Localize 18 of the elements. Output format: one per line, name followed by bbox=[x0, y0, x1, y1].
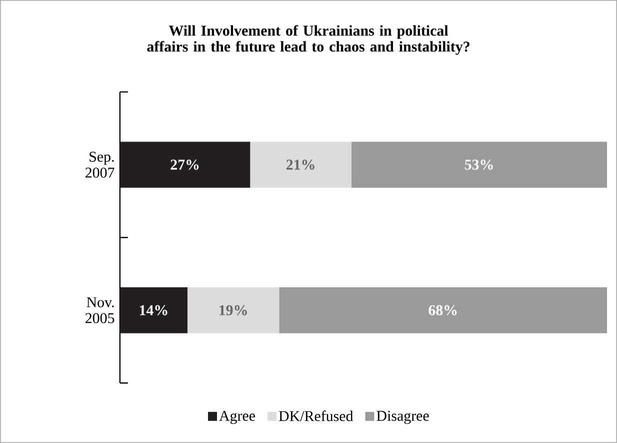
bar bbox=[279, 287, 608, 334]
data-label: 68% bbox=[428, 305, 457, 316]
data-label: 53% bbox=[464, 160, 493, 170]
legend-label: Agree bbox=[219, 410, 255, 424]
legend-label: Disagree bbox=[376, 410, 429, 424]
bar bbox=[250, 142, 352, 188]
bar bbox=[120, 142, 250, 188]
y-tick-label: Nov. 2005 bbox=[86, 297, 114, 324]
data-label: 19% bbox=[220, 305, 247, 316]
legend-label: DK/Refused bbox=[278, 410, 354, 422]
chart-title: Will Involvement of Ukrainians in political affairs in the future lead to chaos and instability? bbox=[147, 25, 470, 55]
data-label: 21% bbox=[286, 160, 314, 170]
data-label: 27% bbox=[170, 160, 199, 170]
bar bbox=[120, 287, 188, 334]
data-label: 14% bbox=[140, 305, 168, 316]
bar bbox=[351, 142, 608, 188]
y-tick-label: Sep. 2007 bbox=[86, 152, 114, 178]
bar bbox=[187, 287, 280, 334]
